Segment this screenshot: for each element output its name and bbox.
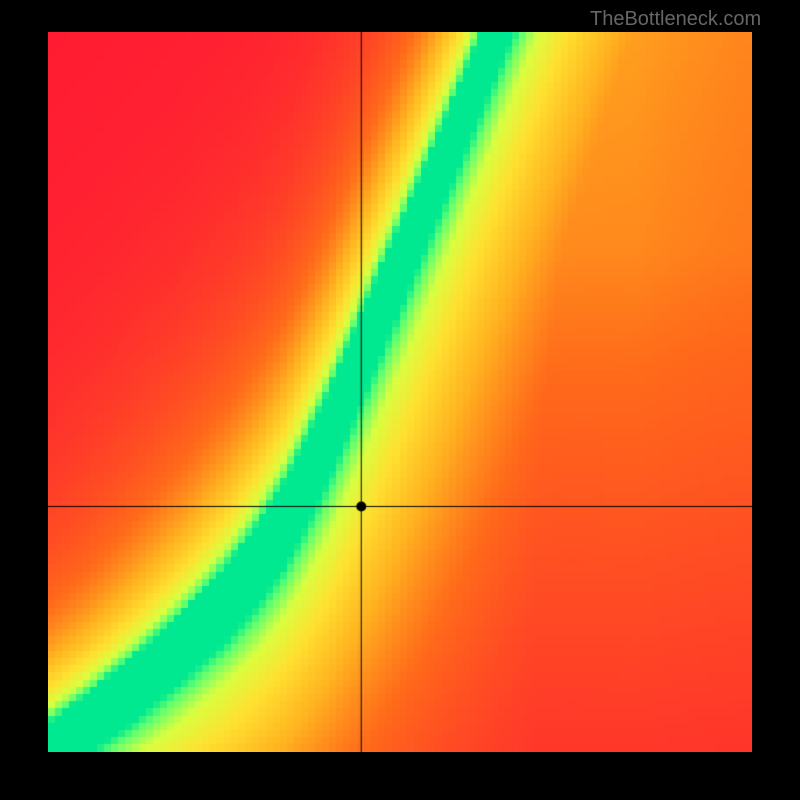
watermark-text: TheBottleneck.com	[590, 8, 761, 31]
bottleneck-heatmap	[48, 32, 752, 752]
